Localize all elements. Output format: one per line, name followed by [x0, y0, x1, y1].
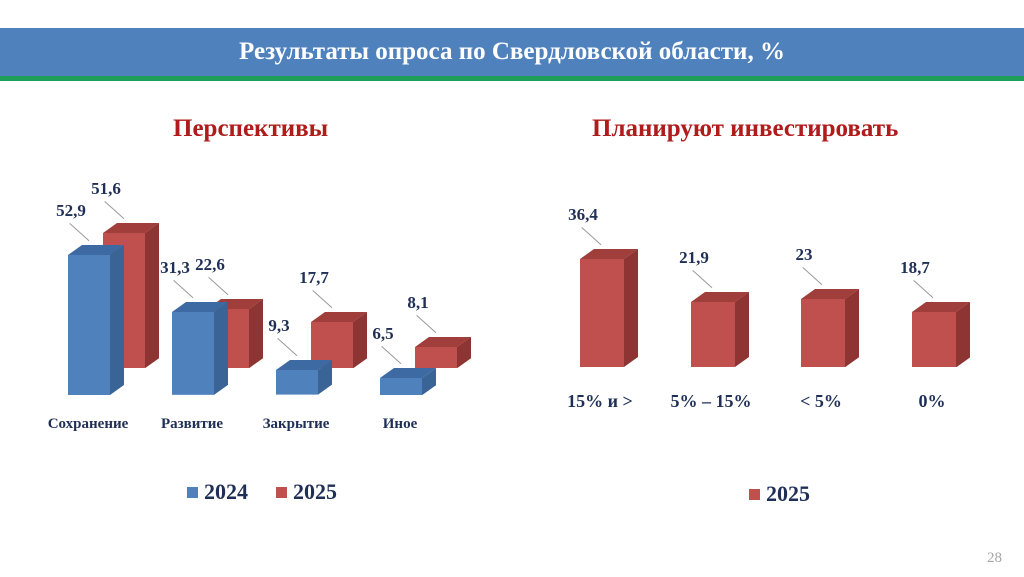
category-label: Иное [382, 416, 418, 432]
data-label: 17,7 [299, 267, 329, 287]
left-legend: 2024 2025 [187, 479, 337, 505]
left-chart-title: Перспективы [173, 115, 329, 142]
leader-line [913, 279, 934, 298]
bar-2025 [691, 292, 749, 367]
legend-label-2025: 2025 [766, 481, 810, 506]
legend-label-2024: 2024 [204, 479, 248, 504]
right-legend: 2025 [749, 481, 810, 507]
bar-2024 [380, 367, 436, 395]
leader-line [416, 314, 437, 333]
category-label: Сохранение [47, 416, 129, 432]
page-number: 28 [987, 550, 1002, 566]
leader-line [104, 200, 125, 219]
leader-line [173, 280, 194, 299]
data-label: 8,1 [407, 292, 429, 312]
data-label: 52,9 [56, 201, 86, 220]
leader-line [208, 276, 229, 295]
category-label: Закрытие [262, 416, 330, 432]
bar-2025 [311, 311, 367, 368]
legend-swatch-2025 [749, 488, 760, 500]
leader-line [692, 270, 713, 289]
bar-2024 [68, 245, 124, 395]
slide-title: Результаты опроса по Свердловской област… [239, 38, 785, 65]
leader-line [802, 266, 823, 285]
right-chart-title: Планируют инвестировать [592, 115, 899, 142]
leader-line [581, 227, 602, 246]
category-label: Развитие [160, 416, 224, 432]
category-label: 5% – 15% [670, 391, 752, 411]
bar-2024 [276, 360, 332, 395]
category-label: < 5% [800, 391, 842, 411]
legend-swatch-2024 [187, 486, 198, 498]
category-label: 15% и > [567, 391, 633, 411]
leader-line [312, 289, 333, 308]
data-label: 51,6 [91, 178, 121, 198]
data-label: 18,7 [900, 257, 930, 277]
title-banner: Результаты опроса по Свердловской област… [0, 28, 1024, 81]
bar-2025 [580, 249, 638, 367]
bar-2025 [912, 301, 970, 367]
category-label: 0% [918, 391, 946, 411]
data-label: 23 [795, 244, 813, 264]
leader-line [381, 345, 402, 364]
leader-line [69, 223, 90, 242]
bar-2025 [415, 336, 471, 368]
leader-line [277, 338, 298, 357]
data-label: 22,6 [195, 254, 225, 274]
legend-label-2025: 2025 [293, 479, 337, 504]
data-label: 31,3 [160, 258, 190, 278]
data-label: 36,4 [568, 205, 598, 224]
data-label: 21,9 [679, 248, 709, 268]
bar-2025 [801, 288, 859, 367]
data-label: 9,3 [268, 316, 290, 336]
bar-2024 [172, 302, 228, 395]
legend-swatch-2025 [276, 486, 287, 498]
data-label: 6,5 [372, 323, 394, 343]
